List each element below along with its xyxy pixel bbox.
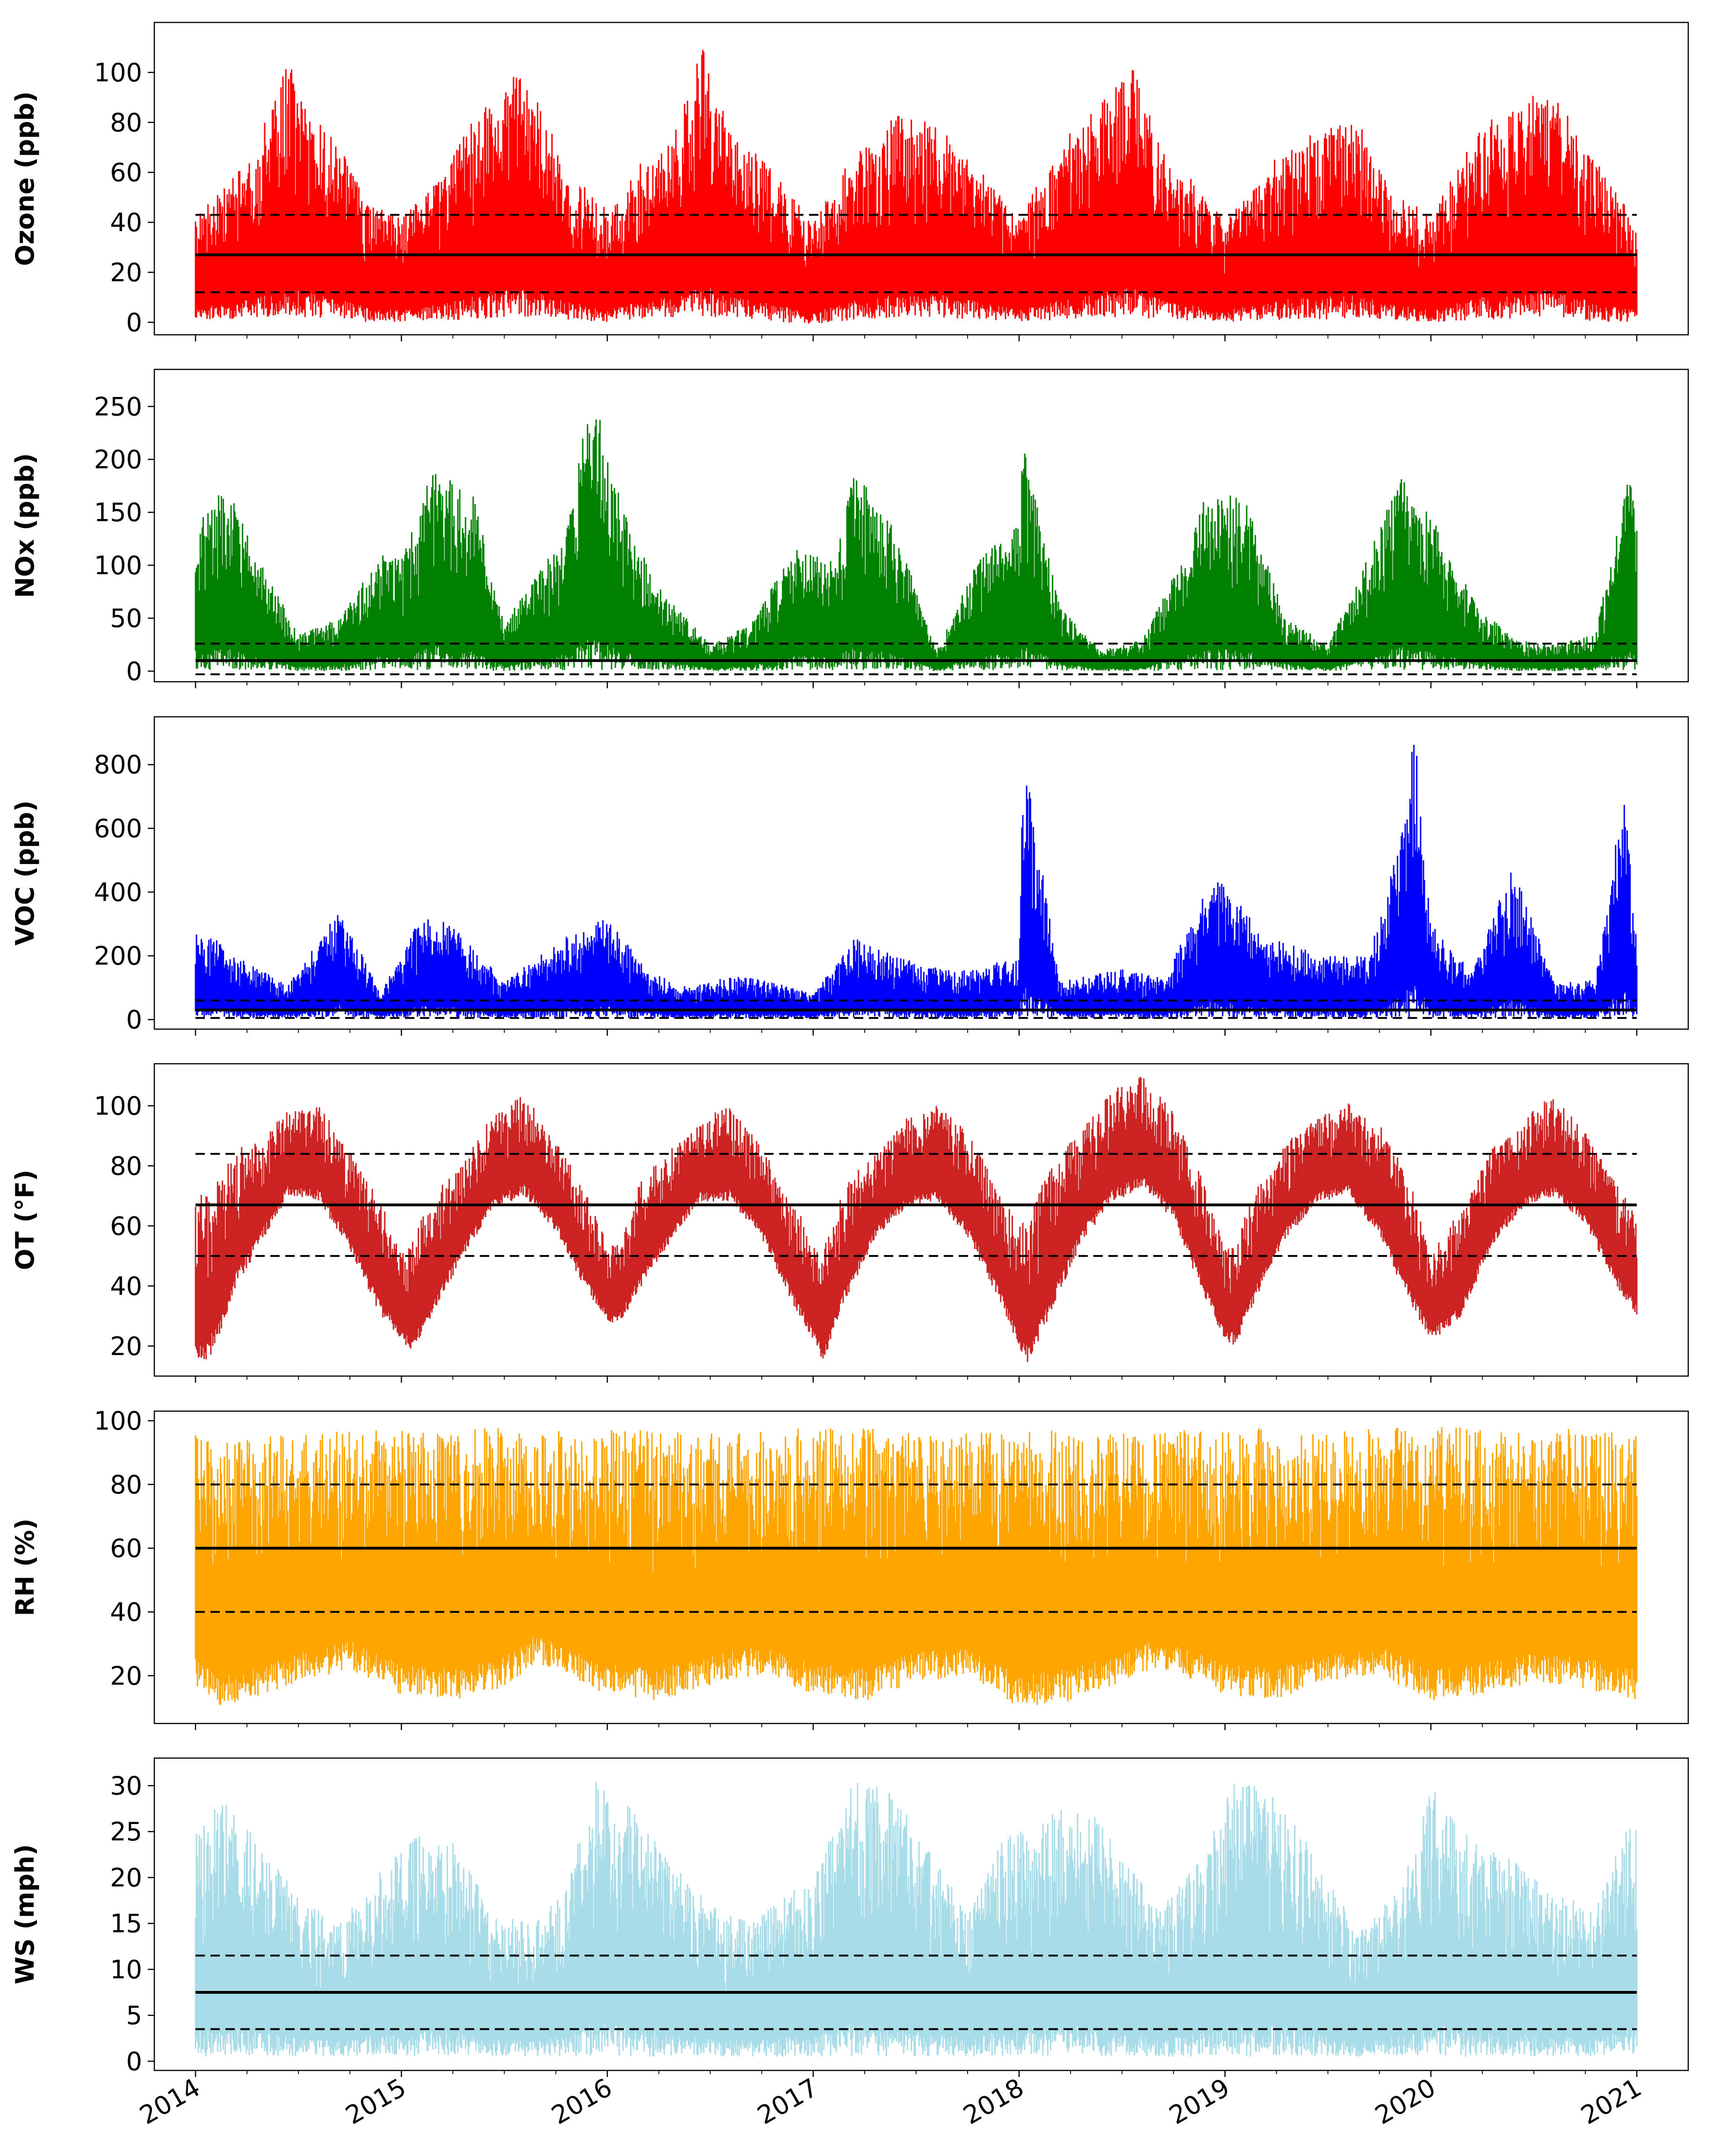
ytick-label: 20 [110,1863,142,1892]
ytick-label: 10 [110,1955,142,1984]
panel-ws: 0 5 10 15 20 25 30 WS (mph) [10,1757,1689,2077]
ytick-label: 0 [126,1005,142,1035]
ytick-label: 20 [110,258,142,287]
ytick-label: 20 [110,1661,142,1691]
ytick-label: 30 [110,1771,142,1801]
ytick-label: 150 [94,498,142,527]
series-ws [195,1782,1638,2057]
ytick-label: 40 [110,208,142,238]
ytick-label: 25 [110,1817,142,1846]
ytick-label: 600 [94,814,142,844]
xtick-label: 2014 [135,2073,205,2130]
axes-frame-ws [153,1757,1689,2071]
axes-frame-ozone [153,22,1689,336]
panel-voc: 0 200 400 600 800 VOC (ppb) [10,716,1689,1036]
ytick-label: 0 [126,308,142,337]
panel-ot: 20 40 60 80 100 OT (°F) [10,1063,1689,1383]
ytick-label: 400 [94,878,142,907]
ylabel-nox: NOx (ppb) [10,453,40,598]
panel-nox: 0 50 100 150 200 250 NOx (ppb) [10,368,1689,688]
ylabel-ot: OT (°F) [10,1170,40,1270]
ytick-label: 250 [94,392,142,421]
xtick-label: 2021 [1576,2073,1647,2130]
ylabel-ws: WS (mph) [10,1844,40,1984]
axes-frame-nox [153,368,1689,683]
xtick-label: 2018 [958,2073,1029,2130]
ytick-label: 40 [110,1271,142,1301]
xtick-label: 2015 [340,2073,411,2130]
xtick-label: 2020 [1370,2073,1441,2130]
ytick-label: 60 [110,1211,142,1241]
ytick-label: 0 [126,2047,142,2076]
ytick-label: 15 [110,1909,142,1939]
xtick-label: 2016 [547,2073,617,2130]
ytick-label: 40 [110,1597,142,1627]
ylabel-rh: RH (%) [10,1518,40,1616]
ytick-label: 0 [126,656,142,686]
ytick-label: 60 [110,158,142,187]
ytick-label: 100 [94,1406,142,1435]
ytick-label: 50 [110,604,142,633]
ytick-label: 100 [94,58,142,87]
ytick-label: 60 [110,1534,142,1563]
xtick-label: 2017 [752,2073,823,2130]
ytick-label: 5 [126,2001,142,2030]
ytick-label: 80 [110,1151,142,1181]
series-voc [195,745,1638,1019]
ytick-label: 200 [94,941,142,971]
ytick-label: 20 [110,1332,142,1361]
ytick-label: 80 [110,108,142,137]
ytick-label: 100 [94,551,142,580]
x-axis-labels: 2014 2015 2016 2017 2018 2019 2020 2021 [135,2073,1646,2130]
xtick-label: 2019 [1164,2073,1235,2130]
axes-frame-voc [153,716,1689,1030]
series-nox [195,419,1638,671]
ytick-label: 200 [94,445,142,474]
ytick-label: 100 [94,1091,142,1121]
series-ot [195,1077,1638,1362]
ytick-label: 800 [94,750,142,779]
axes-frame-rh [153,1410,1689,1724]
axes-frame-ot [153,1063,1689,1377]
series-ozone [195,50,1638,324]
ylabel-voc: VOC (ppb) [10,800,40,946]
ytick-label: 80 [110,1470,142,1500]
panel-rh: 20 40 60 80 100 RH (%) [10,1406,1689,1730]
ylabel-ozone: Ozone (ppb) [10,91,40,266]
series-rh [195,1427,1638,1705]
panel-ozone: 0 20 40 60 80 100 Ozone (ppb) [10,22,1689,341]
